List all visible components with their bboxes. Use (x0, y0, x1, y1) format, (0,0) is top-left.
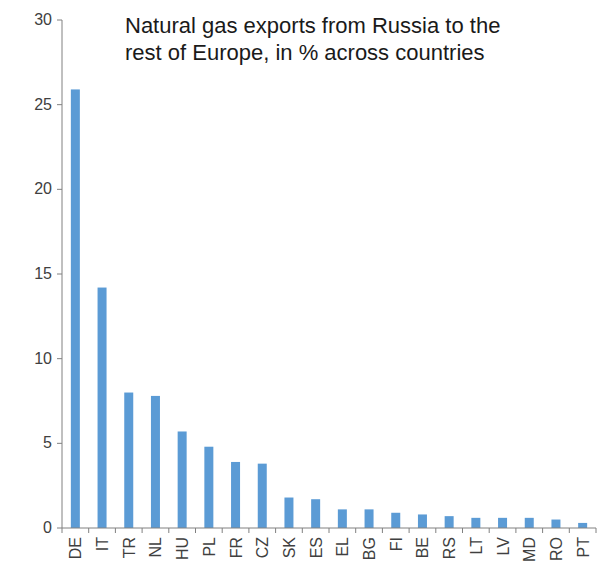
bar (551, 520, 560, 528)
x-tick-label: BE (414, 537, 431, 558)
bar (151, 396, 160, 528)
x-tick (195, 528, 196, 533)
y-tick-label: 20 (34, 180, 52, 197)
x-tick (248, 528, 249, 533)
x-tick-label: IT (94, 537, 111, 551)
y-tick-label: 15 (34, 265, 52, 282)
x-tick (435, 528, 436, 533)
x-tick-label: MD (521, 537, 538, 562)
x-tick-label: PL (201, 537, 218, 557)
x-tick (222, 528, 223, 533)
bar (525, 518, 534, 528)
chart-svg: 0 5 10 15 20 25 30 DE IT TR NL HU PL FR CZ SK ES EL BG FI BE… (0, 0, 613, 582)
bar (498, 518, 507, 528)
bar (471, 518, 480, 528)
y-tick (57, 358, 62, 359)
x-tick-label: HU (174, 537, 191, 560)
y-tick (57, 20, 62, 21)
bar (258, 464, 267, 528)
bar (178, 431, 187, 528)
y-tick (57, 443, 62, 444)
x-tick (275, 528, 276, 533)
y-tick (57, 274, 62, 275)
x-tick-label: LT (468, 537, 485, 555)
y-tick-label: 30 (34, 11, 52, 28)
bar (338, 509, 347, 528)
x-tick-label: CZ (254, 537, 271, 559)
bar (71, 89, 80, 528)
chart-title: Natural gas exports from Russia to the r… (125, 12, 525, 66)
y-tick (57, 104, 62, 105)
x-tick (515, 528, 516, 533)
x-tick-label: RS (441, 537, 458, 559)
y-tick-label: 25 (34, 96, 52, 113)
bar (231, 462, 240, 528)
x-tick-label: LV (495, 537, 512, 556)
y-tick-label: 10 (34, 350, 52, 367)
bar (98, 288, 107, 528)
x-tick-label: PT (575, 537, 592, 558)
x-tick (596, 528, 597, 533)
x-tick (329, 528, 330, 533)
x-tick-label: EL (334, 537, 351, 557)
bar (445, 516, 454, 528)
y-tick-label: 0 (43, 519, 52, 536)
x-tick (462, 528, 463, 533)
x-tick-label: ES (308, 537, 325, 558)
x-tick (115, 528, 116, 533)
bar (311, 499, 320, 528)
x-tick (409, 528, 410, 533)
x-tick (168, 528, 169, 533)
x-tick (88, 528, 89, 533)
x-tick (62, 528, 63, 533)
x-tick-label: BG (361, 537, 378, 560)
bar (391, 513, 400, 528)
x-tick-label: RO (548, 537, 565, 561)
x-tick (142, 528, 143, 533)
x-tick-label: FI (388, 537, 405, 551)
x-tick-label: TR (121, 537, 138, 558)
x-tick (542, 528, 543, 533)
y-tick (57, 528, 62, 529)
x-tick-label: NL (147, 537, 164, 558)
x-tick (489, 528, 490, 533)
bar (204, 447, 213, 528)
x-tick-label: FR (228, 537, 245, 558)
bar (418, 514, 427, 528)
x-tick (569, 528, 570, 533)
bars (71, 89, 587, 528)
x-tick (355, 528, 356, 533)
bar (284, 498, 293, 528)
bar (365, 509, 374, 528)
x-tick-label: DE (67, 537, 84, 559)
x-tick (382, 528, 383, 533)
y-tick-label: 5 (43, 434, 52, 451)
chart-container: 0 5 10 15 20 25 30 DE IT TR NL HU PL FR CZ SK ES EL BG FI BE… (0, 0, 613, 582)
bar (124, 393, 133, 528)
x-tick (302, 528, 303, 533)
bar (578, 523, 587, 528)
y-tick (57, 189, 62, 190)
x-tick-label: SK (281, 537, 298, 559)
